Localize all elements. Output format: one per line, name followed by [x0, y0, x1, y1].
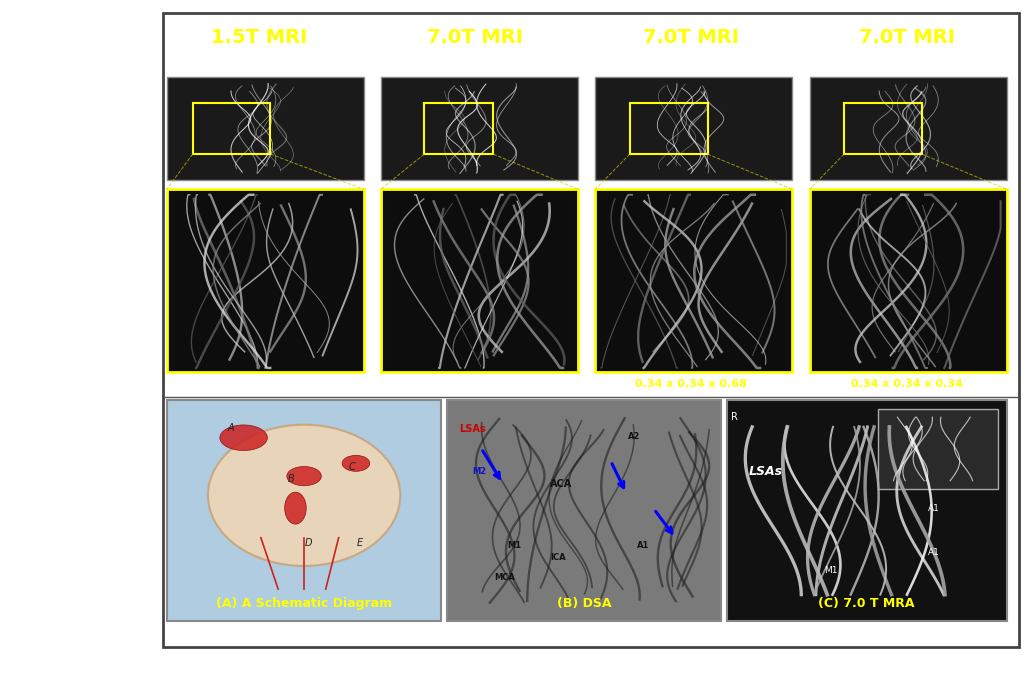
Bar: [381, 77, 578, 179]
Text: D: D: [304, 538, 312, 548]
Bar: [809, 77, 1006, 179]
Ellipse shape: [208, 424, 400, 566]
Text: B: B: [288, 475, 295, 484]
Text: M1: M1: [825, 565, 838, 575]
Text: M2: M2: [472, 467, 487, 476]
Ellipse shape: [342, 456, 370, 471]
Bar: [424, 103, 493, 154]
Text: A1: A1: [637, 540, 650, 550]
Bar: [167, 77, 364, 179]
Text: 7.0T MRI: 7.0T MRI: [859, 28, 955, 47]
Text: M1: M1: [507, 540, 522, 550]
Text: 0.68 x 0.68 x 0.68: 0.68 x 0.68 x 0.68: [419, 379, 531, 389]
Bar: [727, 400, 1006, 621]
Ellipse shape: [285, 492, 306, 524]
Bar: [844, 103, 922, 154]
Ellipse shape: [220, 425, 267, 450]
Bar: [381, 190, 578, 372]
Text: 7.0T MRI: 7.0T MRI: [643, 28, 739, 47]
Text: 1.5T MRI: 1.5T MRI: [211, 28, 307, 47]
Bar: [595, 77, 792, 179]
Bar: [446, 400, 722, 621]
Text: R: R: [731, 412, 738, 422]
Ellipse shape: [287, 466, 322, 485]
Bar: [167, 190, 364, 372]
Text: 0.34 x 0.34 x 0.34: 0.34 x 0.34 x 0.34: [852, 379, 963, 389]
Text: LSAs: LSAs: [749, 466, 784, 479]
Text: MCA: MCA: [494, 573, 516, 582]
Text: A2: A2: [628, 432, 640, 441]
Bar: [809, 190, 1006, 372]
Text: (A) A Schematic Diagram: (A) A Schematic Diagram: [217, 596, 392, 609]
Text: A1: A1: [928, 548, 940, 557]
Bar: [630, 103, 707, 154]
Text: C: C: [348, 462, 355, 472]
Text: A: A: [228, 423, 234, 433]
Bar: [595, 190, 792, 372]
Text: LSAs: LSAs: [460, 424, 487, 435]
Text: 0.68 x 0.68 x 0.68: 0.68 x 0.68 x 0.68: [203, 379, 315, 389]
Text: 0.34 x 0.34 x 0.68: 0.34 x 0.34 x 0.68: [635, 379, 747, 389]
Bar: [193, 103, 270, 154]
Text: 7.0T MRI: 7.0T MRI: [427, 28, 523, 47]
Text: (C) 7.0 T MRA: (C) 7.0 T MRA: [819, 596, 914, 609]
Text: A1: A1: [928, 504, 940, 512]
Text: (B) DSA: (B) DSA: [557, 596, 611, 609]
Bar: [167, 400, 441, 621]
Bar: [877, 409, 998, 489]
Text: E: E: [357, 538, 363, 548]
Text: ACA: ACA: [551, 479, 572, 489]
Text: ICA: ICA: [551, 553, 566, 563]
